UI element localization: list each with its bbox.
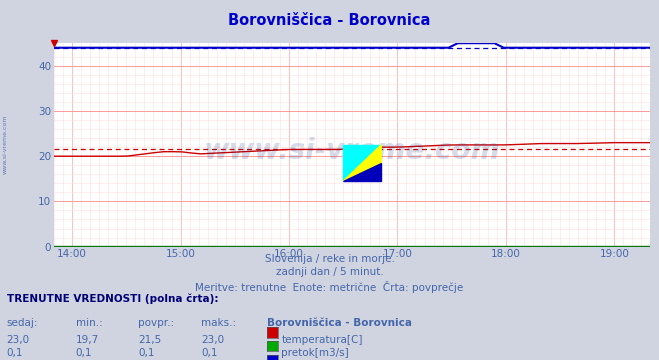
Text: pretok[m3/s]: pretok[m3/s] [281, 348, 349, 359]
Polygon shape [343, 145, 381, 181]
Text: www.si-vreme.com: www.si-vreme.com [3, 114, 8, 174]
Text: temperatura[C]: temperatura[C] [281, 335, 363, 345]
Text: maks.:: maks.: [201, 318, 236, 328]
Text: TRENUTNE VREDNOSTI (polna črta):: TRENUTNE VREDNOSTI (polna črta): [7, 293, 218, 304]
Polygon shape [343, 145, 381, 181]
Text: povpr.:: povpr.: [138, 318, 175, 328]
Text: 21,5: 21,5 [138, 335, 161, 345]
Text: 23,0: 23,0 [7, 335, 30, 345]
Text: Meritve: trenutne  Enote: metrične  Črta: povprečje: Meritve: trenutne Enote: metrične Črta: … [195, 281, 464, 293]
Text: zadnji dan / 5 minut.: zadnji dan / 5 minut. [275, 267, 384, 277]
Text: Slovenija / reke in morje.: Slovenija / reke in morje. [264, 254, 395, 264]
Text: Borovniščica - Borovnica: Borovniščica - Borovnica [267, 318, 412, 328]
Polygon shape [343, 163, 381, 181]
Text: Borovniščica - Borovnica: Borovniščica - Borovnica [228, 13, 431, 28]
Text: min.:: min.: [76, 318, 103, 328]
Text: 19,7: 19,7 [76, 335, 99, 345]
Text: 0,1: 0,1 [138, 348, 155, 359]
Text: www.si-vreme.com: www.si-vreme.com [204, 137, 500, 165]
Text: 0,1: 0,1 [76, 348, 92, 359]
Text: 0,1: 0,1 [7, 348, 23, 359]
Text: sedaj:: sedaj: [7, 318, 38, 328]
Text: 23,0: 23,0 [201, 335, 224, 345]
Text: 0,1: 0,1 [201, 348, 217, 359]
